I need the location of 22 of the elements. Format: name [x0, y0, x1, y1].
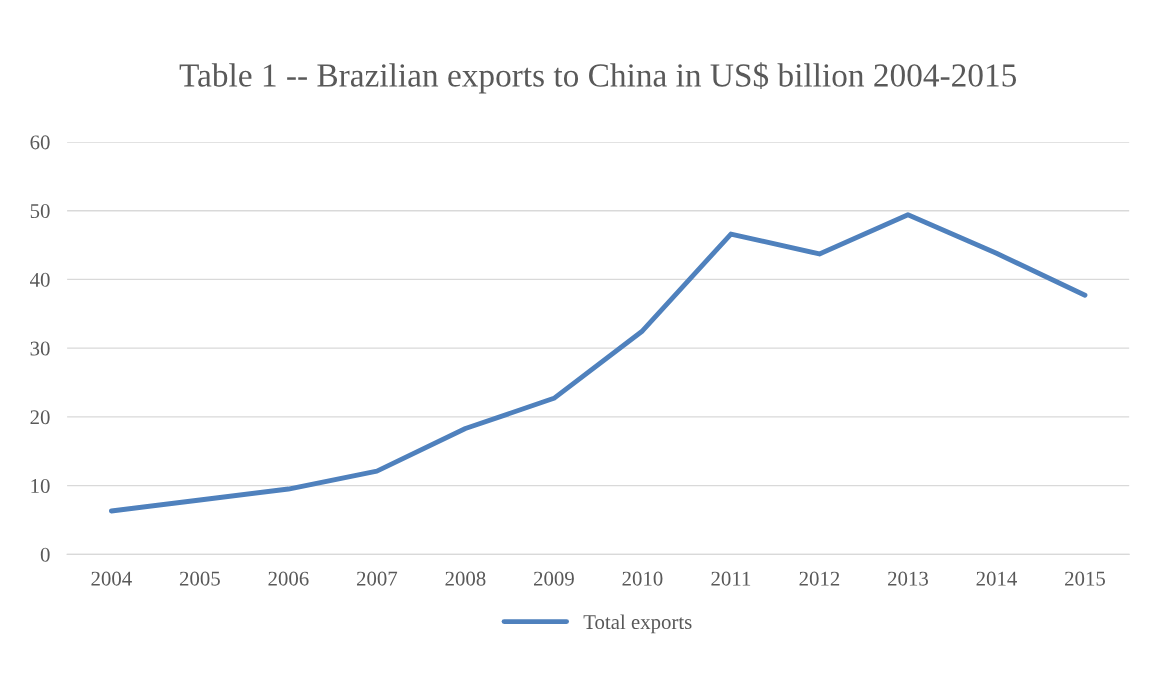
legend-label: Total exports: [583, 614, 692, 634]
y-tick-label: 50: [30, 204, 50, 219]
x-tick-label: 2004: [91, 571, 132, 586]
y-tick-label: 0: [40, 547, 50, 562]
x-tick-label: 2015: [1065, 571, 1105, 586]
x-tick-label: 2013: [888, 571, 928, 586]
x-tick-label: 2006: [268, 571, 309, 586]
x-tick-label: 2011: [711, 571, 751, 586]
x-tick-label: 2005: [179, 571, 220, 586]
x-tick-label: 2008: [445, 571, 486, 586]
x-tick-label: 2010: [622, 571, 663, 586]
line-series: [108, 212, 1088, 514]
y-tick-label: 20: [30, 410, 50, 425]
x-tick-label: 2014: [976, 571, 1017, 586]
x-tick-label: 2007: [356, 571, 398, 586]
x-tick-label: 2009: [534, 571, 574, 586]
x-tick-label: 2012: [799, 571, 840, 586]
chart-title: Table 1 -- Brazilian exports to China in US$ billion 2004-2015: [179, 62, 1016, 94]
y-tick-label: 60: [30, 135, 50, 150]
y-tick-label: 30: [30, 341, 50, 356]
y-tick-label: 10: [31, 478, 50, 494]
y-tick-label: 40: [30, 272, 50, 287]
